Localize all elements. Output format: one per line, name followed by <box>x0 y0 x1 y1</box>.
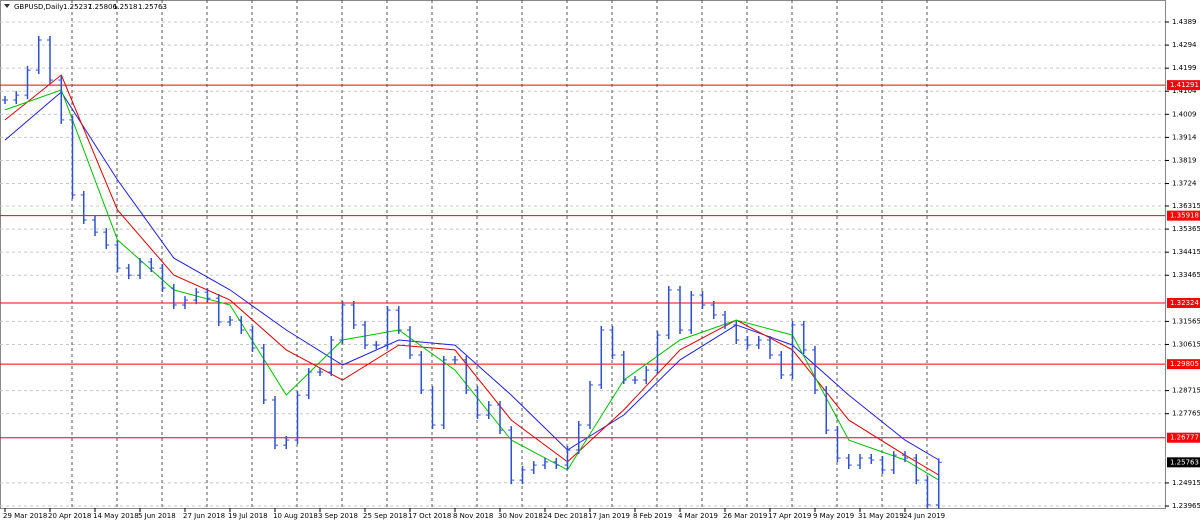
y-tick-label: 1.3724 <box>1172 180 1197 188</box>
x-tick-label: 27 Jun 2018 <box>183 512 225 520</box>
x-tick-label: 25 Sep 2018 <box>363 512 407 520</box>
y-tick-label: 1.4294 <box>1172 41 1197 49</box>
x-tick-label: 17 Apr 2019 <box>768 512 811 520</box>
price-level-label: 1.29805 <box>1170 360 1199 368</box>
x-tick-label: 17 Oct 2018 <box>408 512 451 520</box>
ohlc-value: 1.2518 <box>113 3 138 11</box>
y-tick-label: 1.4009 <box>1172 110 1197 118</box>
y-tick-label: 1.28715 <box>1172 387 1200 395</box>
y-tick-label: 1.3914 <box>1172 133 1197 141</box>
x-tick-label: 19 Jul 2018 <box>228 512 268 520</box>
price-level-box <box>1167 80 1200 91</box>
y-tick-label: 1.31565 <box>1172 317 1200 325</box>
x-tick-label: 29 Mar 2018 <box>3 512 47 520</box>
y-tick-label: 1.23965 <box>1172 502 1200 510</box>
price-level-box <box>1167 359 1200 370</box>
x-tick-label: 31 May 2019 <box>858 512 904 520</box>
x-tick-label: 8 Nov 2018 <box>453 512 493 520</box>
x-tick-label: 20 Apr 2018 <box>48 512 91 520</box>
ohlc-value: 1.25806 <box>88 3 117 11</box>
x-tick-label: 26 Mar 2019 <box>723 512 767 520</box>
x-tick-label: 17 Jan 2019 <box>588 512 630 520</box>
price-level-box <box>1167 210 1200 221</box>
x-tick-label: 5 Jun 2018 <box>138 512 176 520</box>
x-tick-label: 24 Dec 2018 <box>543 512 588 520</box>
price-level-box <box>1167 432 1200 443</box>
x-tick-label: 4 Mar 2019 <box>678 512 718 520</box>
y-tick-label: 1.24915 <box>1172 479 1200 487</box>
x-tick-label: 3 Sep 2018 <box>318 512 358 520</box>
x-tick-label: 10 Aug 2018 <box>273 512 318 520</box>
price-level-label: 1.26777 <box>1170 434 1199 442</box>
y-tick-label: 1.4104 <box>1172 87 1197 95</box>
moving-average-line <box>4 74 940 476</box>
y-tick-label: 1.34415 <box>1172 248 1200 256</box>
y-tick-label: 1.36315 <box>1172 202 1200 210</box>
x-tick-label: 8 Feb 2019 <box>633 512 672 520</box>
y-tick-label: 1.30615 <box>1172 340 1200 348</box>
chart-title: GBPUSD,Daily <box>14 3 63 11</box>
y-tick-label: 1.33465 <box>1172 271 1200 279</box>
price-level-box <box>1167 297 1200 308</box>
x-tick-label: 24 Jun 2019 <box>903 512 945 520</box>
x-tick-label: 30 Nov 2018 <box>498 512 543 520</box>
y-tick-label: 1.27765 <box>1172 410 1200 418</box>
ohlc-value: 1.25763 <box>138 3 167 11</box>
price-level-label: 1.32324 <box>1170 299 1199 307</box>
current-price-label: 1.25763 <box>1170 458 1199 466</box>
menu-arrow <box>4 4 10 8</box>
y-tick-label: 1.4389 <box>1172 18 1197 26</box>
x-tick-label: 9 May 2019 <box>813 512 854 520</box>
price-level-label: 1.35918 <box>1170 212 1199 220</box>
plot-frame <box>0 0 1166 509</box>
ohlc-value: 1.25237 <box>63 3 92 11</box>
moving-average-line <box>4 89 940 481</box>
y-tick-label: 1.4199 <box>1172 64 1197 72</box>
current-price-box <box>1167 457 1200 468</box>
y-tick-label: 1.35365 <box>1172 225 1200 233</box>
y-tick-label: 1.3819 <box>1172 156 1197 164</box>
x-tick-label: 14 May 2018 <box>93 512 139 520</box>
price-level-label: 1.41291 <box>1170 81 1199 89</box>
